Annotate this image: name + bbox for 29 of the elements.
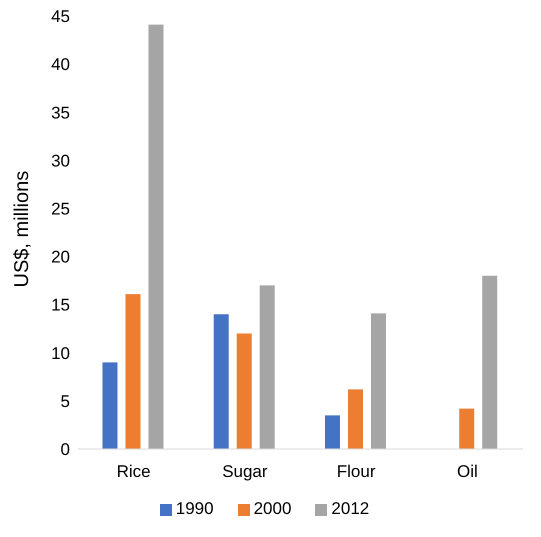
bar bbox=[260, 285, 275, 449]
bar bbox=[148, 24, 164, 449]
y-axis-title: US$, millions bbox=[11, 170, 34, 288]
bar bbox=[459, 408, 474, 449]
x-tick-label: Oil bbox=[456, 462, 478, 482]
x-tick-label: Sugar bbox=[222, 462, 268, 482]
legend-label: 2012 bbox=[331, 499, 370, 518]
y-tick-label: 25 bbox=[51, 199, 70, 218]
y-tick-label: 40 bbox=[51, 55, 70, 74]
bar bbox=[348, 389, 363, 449]
y-tick-label: 0 bbox=[60, 440, 70, 460]
x-tick-label: Flour bbox=[336, 462, 376, 482]
bar bbox=[482, 276, 498, 449]
y-tick-label: 20 bbox=[51, 248, 70, 267]
y-tick-label: 35 bbox=[51, 103, 70, 122]
bar bbox=[214, 314, 229, 449]
y-tick-label: 10 bbox=[51, 344, 70, 363]
bar bbox=[125, 294, 140, 449]
y-tick-label: 5 bbox=[60, 392, 70, 411]
y-tick-label: 45 bbox=[51, 7, 70, 26]
legend-label: 2000 bbox=[254, 499, 292, 518]
legend-label: 1990 bbox=[176, 499, 214, 518]
bar bbox=[236, 334, 252, 449]
x-tick-label: Rice bbox=[116, 462, 151, 482]
bar bbox=[370, 313, 386, 449]
y-tick-label: 30 bbox=[51, 151, 70, 170]
bar bbox=[102, 362, 118, 449]
y-tick-label: 15 bbox=[51, 296, 70, 315]
bar bbox=[324, 415, 340, 449]
